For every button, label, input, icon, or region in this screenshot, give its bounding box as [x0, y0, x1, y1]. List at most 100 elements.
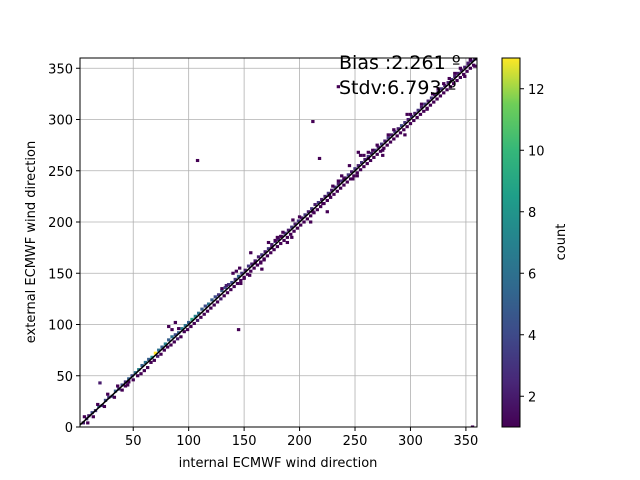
heatmap-cell	[347, 164, 352, 168]
plot-frame	[79, 57, 478, 428]
heatmap-cell	[447, 76, 451, 81]
heatmap-cell	[91, 415, 95, 419]
heatmap-cell	[327, 193, 332, 197]
heatmap-cell	[159, 352, 163, 356]
heatmap-cell	[193, 314, 197, 318]
heatmap-cell	[230, 280, 234, 285]
heatmap-cell	[87, 414, 91, 418]
heatmap-cell	[90, 411, 94, 415]
heatmap-cell	[340, 174, 344, 178]
heatmap-cell	[281, 230, 285, 234]
heatmap-cell	[333, 185, 337, 189]
heatmap-cell	[203, 304, 207, 308]
heatmap-cell	[102, 404, 107, 409]
heatmap-cell	[233, 277, 237, 281]
heatmap-cell	[353, 167, 357, 171]
heatmap-cell	[180, 327, 184, 331]
bias-annotation: Bias :2.261 º	[339, 52, 461, 74]
heatmap-cell	[177, 331, 181, 335]
heatmap-cell	[262, 258, 266, 262]
heatmap-cell	[295, 226, 300, 230]
heatmap-cell	[323, 194, 327, 198]
heatmap-cell	[235, 281, 240, 286]
heatmap-cell	[310, 207, 314, 211]
heatmap-cell	[340, 179, 344, 183]
heatmap-cell	[143, 360, 148, 364]
heatmap-cell	[316, 200, 321, 205]
heatmap-cell	[358, 153, 363, 157]
heatmap-cell	[398, 131, 403, 135]
colorbar-ticks: 2 4 6 8 10 12	[520, 83, 545, 405]
heatmap-cell	[100, 403, 104, 408]
heatmap-cell	[226, 282, 231, 287]
heatmap-cell	[285, 240, 290, 245]
heatmap-cell	[96, 402, 100, 406]
heatmap-cell	[393, 130, 397, 134]
heatmap-cell	[279, 241, 283, 246]
heatmap-cell	[356, 150, 361, 154]
heatmap-cell	[346, 173, 351, 177]
heatmap-cell	[409, 114, 414, 118]
heatmap-cell	[163, 342, 168, 346]
heatmap-cell	[405, 112, 409, 116]
heatmap-cell	[269, 251, 273, 255]
heatmap-cell	[169, 343, 173, 347]
heatmap-cell	[443, 84, 447, 88]
y-tick-label: 100	[48, 319, 73, 334]
heatmap-cell	[338, 186, 343, 190]
heatmap-cell	[456, 71, 460, 75]
heatmap-cell	[236, 274, 241, 278]
heatmap-cell	[389, 133, 394, 137]
heatmap-cell	[131, 378, 135, 382]
heatmap-cell	[392, 128, 396, 132]
heatmap-cell	[422, 109, 426, 113]
heatmap-cell	[402, 128, 406, 132]
colorbar	[501, 57, 521, 428]
heatmap-cell	[153, 351, 158, 355]
heatmap-cell	[266, 247, 271, 251]
heatmap-cell	[297, 215, 302, 219]
heatmap-cell	[210, 298, 214, 302]
heatmap-cell	[413, 111, 417, 115]
heatmap-cell	[345, 180, 349, 184]
colorbar-tick-label: 12	[528, 83, 545, 98]
heatmap-cell	[446, 81, 450, 85]
heatmap-cell	[321, 202, 325, 206]
heatmap-cell	[351, 177, 355, 181]
heatmap-cell	[260, 253, 264, 257]
heatmap-cell	[120, 383, 124, 387]
heatmap-cell	[81, 421, 85, 425]
heatmap-cell	[187, 320, 191, 324]
heatmap-cell	[313, 203, 317, 207]
heatmap-cell	[303, 213, 307, 217]
y-tick-label: 200	[48, 216, 73, 231]
grid-lines	[80, 58, 477, 427]
heatmap-cell	[259, 261, 263, 265]
heatmap-cell	[225, 291, 230, 295]
heatmap-cell	[302, 220, 306, 224]
heatmap-cell	[362, 153, 366, 157]
heatmap-cell	[199, 315, 203, 319]
heatmap-cell	[415, 115, 419, 119]
heatmap-cell	[463, 65, 467, 69]
y-tick-label: 150	[48, 267, 73, 282]
heatmap-cell	[116, 384, 120, 388]
heatmap-cell	[265, 254, 270, 258]
heatmap-cell	[260, 267, 264, 271]
heatmap-cell	[175, 337, 180, 341]
heatmap-cell	[243, 268, 247, 272]
heatmap-cell	[223, 286, 227, 290]
heatmap-cell	[403, 133, 407, 137]
heatmap-cell	[366, 154, 370, 158]
heatmap-cell	[127, 377, 131, 381]
heatmap-cell	[308, 214, 313, 218]
heatmap-cell	[133, 371, 138, 375]
heatmap-cell	[315, 208, 319, 212]
heatmap-cell	[273, 238, 277, 242]
heatmap-cell	[352, 174, 356, 178]
heatmap-cell	[300, 216, 304, 220]
heatmap-cell	[296, 219, 301, 223]
heatmap-cell	[170, 335, 174, 339]
heatmap-cell	[342, 183, 346, 187]
x-axis-label: internal ECMWF wind direction	[179, 456, 378, 471]
